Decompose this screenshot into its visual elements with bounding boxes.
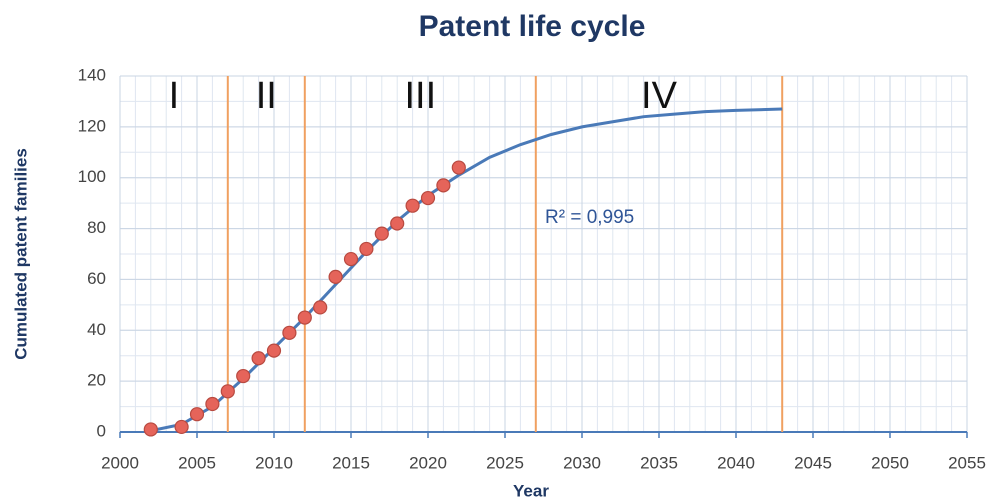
x-axis-label: Year <box>513 481 549 500</box>
y-tick-label: 80 <box>87 218 106 237</box>
y-tick-label: 100 <box>78 167 106 186</box>
x-tick-label: 2025 <box>486 453 524 472</box>
data-point <box>220 384 235 399</box>
x-tick-label: 2050 <box>871 453 909 472</box>
x-tick-label: 2040 <box>717 453 755 472</box>
data-point <box>266 343 282 358</box>
fit-curve <box>150 107 783 433</box>
phase-label: III <box>404 75 436 117</box>
data-point <box>451 160 466 175</box>
data-point <box>205 396 220 412</box>
y-tick-label: 60 <box>87 269 106 288</box>
y-tick-label: 0 <box>97 421 106 440</box>
x-tick-label: 2000 <box>101 453 139 472</box>
data-point <box>436 178 451 193</box>
y-tick-label: 140 <box>78 65 106 84</box>
data-point <box>390 216 405 231</box>
phase-label: IV <box>641 75 678 117</box>
x-tick-label: 2035 <box>640 453 678 472</box>
data-point <box>251 351 266 366</box>
x-tick-label: 2045 <box>794 453 832 472</box>
data-point <box>343 251 359 267</box>
data-point <box>174 419 189 435</box>
x-tick-label: 2030 <box>563 453 601 472</box>
phase-label: I <box>169 75 180 117</box>
data-point <box>328 269 343 284</box>
data-point <box>420 190 436 206</box>
chart-title: Patent life cycle <box>419 10 646 43</box>
y-tick-label: 120 <box>78 116 106 135</box>
data-point <box>359 241 374 257</box>
x-tick-label: 2015 <box>332 453 370 472</box>
data-point <box>282 325 297 340</box>
data-point <box>143 422 158 437</box>
phase-label: II <box>256 75 277 117</box>
x-tick-label: 2020 <box>409 453 447 472</box>
y-tick-label: 40 <box>87 320 106 339</box>
data-point <box>313 300 328 315</box>
x-tick-label: 2005 <box>178 453 216 472</box>
data-point <box>297 310 312 325</box>
x-tick-label: 2055 <box>948 453 986 472</box>
data-point <box>405 198 420 213</box>
data-point <box>374 226 389 241</box>
data-point <box>236 368 251 384</box>
y-tick-label: 20 <box>87 371 106 390</box>
annotation: R² = 0,995 <box>545 207 634 228</box>
data-point <box>189 407 205 422</box>
y-axis-label: Cumulated patent families <box>11 148 30 360</box>
x-tick-label: 2010 <box>255 453 293 472</box>
